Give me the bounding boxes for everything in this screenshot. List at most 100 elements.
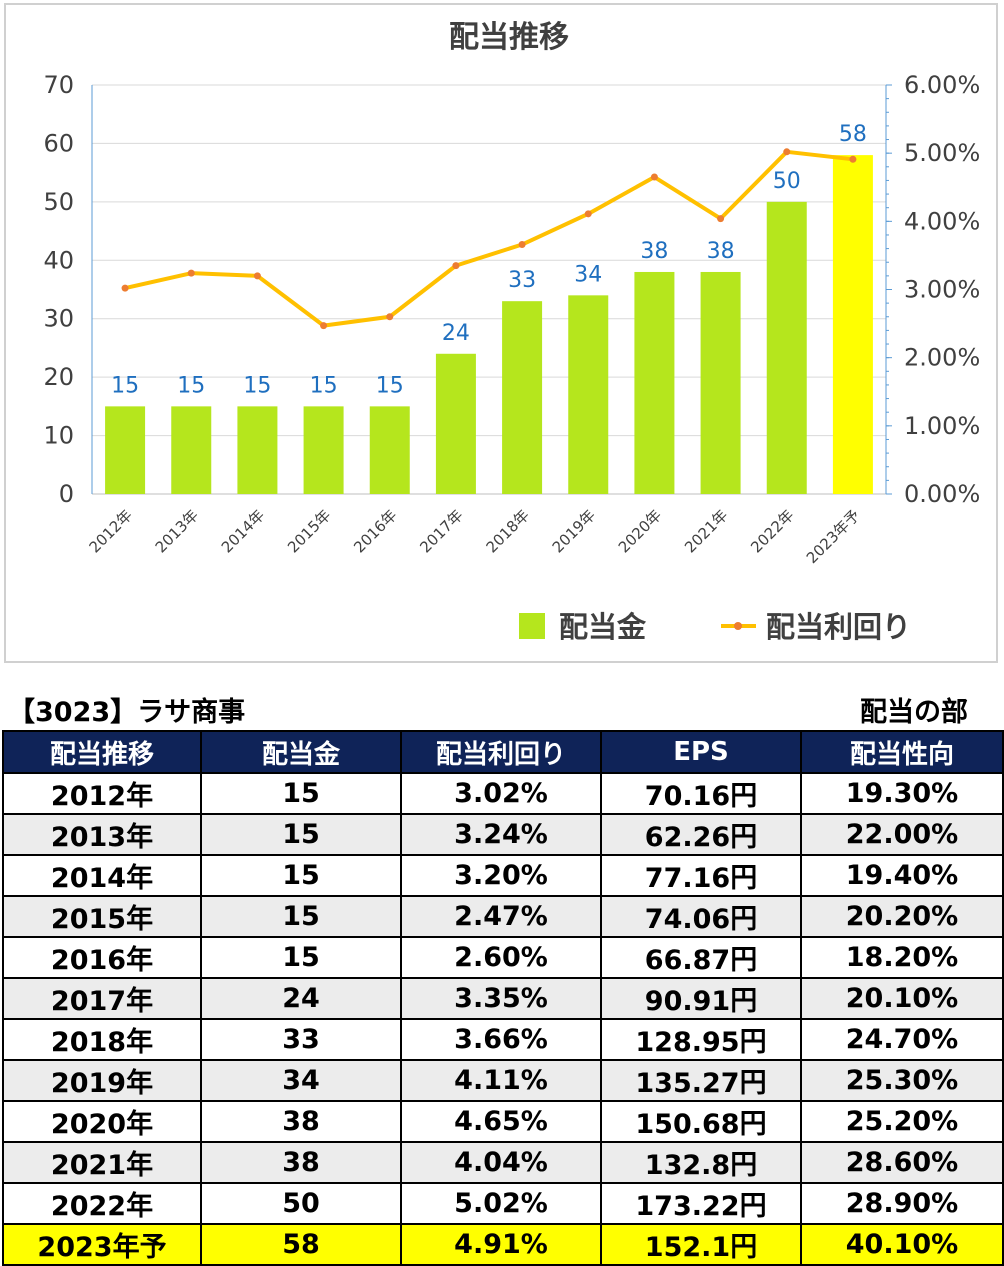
dividend-table: 配当推移 配当金 配当利回り EPS 配当性向 2012年 15 3.02% 70.1… bbox=[2, 730, 1004, 1266]
company-name: 【3023】ラサ商事 bbox=[8, 697, 246, 728]
header-eps: EPS bbox=[600, 730, 802, 774]
legend-swatch-dividend bbox=[519, 613, 545, 639]
cell-period: 2019年 bbox=[2, 1059, 202, 1102]
cell-eps: 128.95円 bbox=[600, 1018, 802, 1061]
cell-eps: 77.16円 bbox=[600, 854, 802, 897]
cell-eps: 173.22円 bbox=[600, 1182, 802, 1225]
cell-period: 2017年 bbox=[2, 977, 202, 1020]
data-label: 58 bbox=[839, 122, 867, 147]
x-tick-label: 2021年 bbox=[681, 506, 731, 556]
cell-dividend: 15 bbox=[200, 813, 402, 856]
cell-payout: 18.20% bbox=[800, 936, 1004, 979]
cell-period: 2012年 bbox=[2, 772, 202, 815]
table-row: 2021年 38 4.04% 132.8円 28.60% bbox=[2, 1141, 1004, 1184]
yield-marker bbox=[187, 269, 195, 277]
data-label: 50 bbox=[773, 169, 801, 194]
cell-eps: 74.06円 bbox=[600, 895, 802, 938]
table-row: 2020年 38 4.65% 150.68円 25.20% bbox=[2, 1100, 1004, 1143]
table-row: 2018年 33 3.66% 128.95円 24.70% bbox=[2, 1018, 1004, 1061]
y2-tick-label: 2.00% bbox=[904, 344, 980, 372]
cell-yield: 4.11% bbox=[400, 1059, 602, 1102]
legend-label-dividend: 配当金 bbox=[559, 610, 647, 644]
cell-dividend: 15 bbox=[200, 895, 402, 938]
cell-period: 2021年 bbox=[2, 1141, 202, 1184]
table-row: 2016年 15 2.60% 66.87円 18.20% bbox=[2, 936, 1004, 979]
chart-title: 配当推移 bbox=[449, 20, 569, 55]
header-period: 配当推移 bbox=[2, 730, 202, 774]
table-row: 2019年 34 4.11% 135.27円 25.30% bbox=[2, 1059, 1004, 1102]
bar bbox=[502, 301, 543, 494]
cell-payout: 28.60% bbox=[800, 1141, 1004, 1184]
cell-payout: 22.00% bbox=[800, 813, 1004, 856]
bar bbox=[832, 155, 873, 494]
bar bbox=[369, 406, 410, 494]
yield-marker bbox=[650, 173, 658, 181]
x-tick-label: 2014年 bbox=[218, 506, 268, 556]
cell-eps: 90.91円 bbox=[600, 977, 802, 1020]
yield-marker bbox=[518, 241, 526, 249]
legend-label-yield: 配当利回り bbox=[766, 610, 911, 644]
bar bbox=[435, 353, 476, 494]
bar bbox=[171, 406, 212, 494]
cell-eps: 132.8円 bbox=[600, 1141, 802, 1184]
cell-period: 2020年 bbox=[2, 1100, 202, 1143]
cell-period: 2016年 bbox=[2, 936, 202, 979]
yield-line bbox=[124, 149, 854, 328]
y-tick-label: 0 bbox=[59, 480, 74, 508]
cell-yield: 3.02% bbox=[400, 772, 602, 815]
yield-marker bbox=[849, 155, 857, 163]
section-label: 配当の部 bbox=[860, 697, 968, 728]
cell-yield: 5.02% bbox=[400, 1182, 602, 1225]
cell-payout: 25.30% bbox=[800, 1059, 1004, 1102]
chart-container: 配当推移 0 10 20 30 40 50 60 70 0.00% 1.00% 2.00% 3.00%… bbox=[4, 3, 998, 663]
x-tick-label: 2012年 bbox=[86, 506, 136, 556]
table-row: 2015年 15 2.47% 74.06円 20.20% bbox=[2, 895, 1004, 938]
x-tick-label: 2013年 bbox=[152, 506, 202, 556]
x-tick-label: 2017年 bbox=[416, 506, 466, 556]
bar bbox=[105, 406, 146, 494]
cell-payout: 20.10% bbox=[800, 977, 1004, 1020]
bar bbox=[700, 271, 741, 494]
yield-marker bbox=[584, 210, 592, 218]
table-header-row: 配当推移 配当金 配当利回り EPS 配当性向 bbox=[2, 730, 1004, 774]
cell-dividend: 33 bbox=[200, 1018, 402, 1061]
cell-period: 2022年 bbox=[2, 1182, 202, 1225]
cell-yield: 4.04% bbox=[400, 1141, 602, 1184]
cell-yield: 3.20% bbox=[400, 854, 602, 897]
cell-dividend: 38 bbox=[200, 1141, 402, 1184]
cell-eps: 62.26円 bbox=[600, 813, 802, 856]
x-tick-label: 2019年 bbox=[549, 506, 599, 556]
cell-payout: 40.10% bbox=[800, 1223, 1004, 1266]
chart-legend: 配当金 配当利回り bbox=[519, 610, 911, 644]
yield-marker bbox=[452, 262, 460, 270]
y-tick-label: 50 bbox=[43, 188, 74, 216]
data-label: 38 bbox=[640, 239, 668, 264]
cell-dividend: 38 bbox=[200, 1100, 402, 1143]
cell-yield: 3.66% bbox=[400, 1018, 602, 1061]
bar bbox=[568, 295, 609, 494]
cell-yield: 2.47% bbox=[400, 895, 602, 938]
cell-payout: 28.90% bbox=[800, 1182, 1004, 1225]
cell-dividend: 24 bbox=[200, 977, 402, 1020]
cell-dividend: 58 bbox=[200, 1223, 402, 1266]
cell-yield: 2.60% bbox=[400, 936, 602, 979]
y2-tick-label: 0.00% bbox=[904, 480, 980, 508]
header-payout: 配当性向 bbox=[800, 730, 1004, 774]
yield-marker bbox=[121, 284, 129, 292]
bar bbox=[303, 406, 344, 494]
y-tick-label: 30 bbox=[43, 305, 74, 333]
bar bbox=[766, 201, 807, 494]
cell-yield: 4.91% bbox=[400, 1223, 602, 1266]
table-row: 2023年予 58 4.91% 152.1円 40.10% bbox=[2, 1223, 1004, 1266]
table-row: 2022年 50 5.02% 173.22円 28.90% bbox=[2, 1182, 1004, 1225]
cell-period: 2013年 bbox=[2, 813, 202, 856]
y-tick-label: 60 bbox=[43, 129, 74, 157]
cell-eps: 70.16円 bbox=[600, 772, 802, 815]
header-dividend: 配当金 bbox=[200, 730, 402, 774]
table-row: 2012年 15 3.02% 70.16円 19.30% bbox=[2, 772, 1004, 815]
x-tick-label: 2022年 bbox=[747, 506, 797, 556]
cell-payout: 19.30% bbox=[800, 772, 1004, 815]
y2-tick-label: 3.00% bbox=[904, 276, 980, 304]
yield-marker bbox=[386, 313, 394, 321]
cell-payout: 19.40% bbox=[800, 854, 1004, 897]
